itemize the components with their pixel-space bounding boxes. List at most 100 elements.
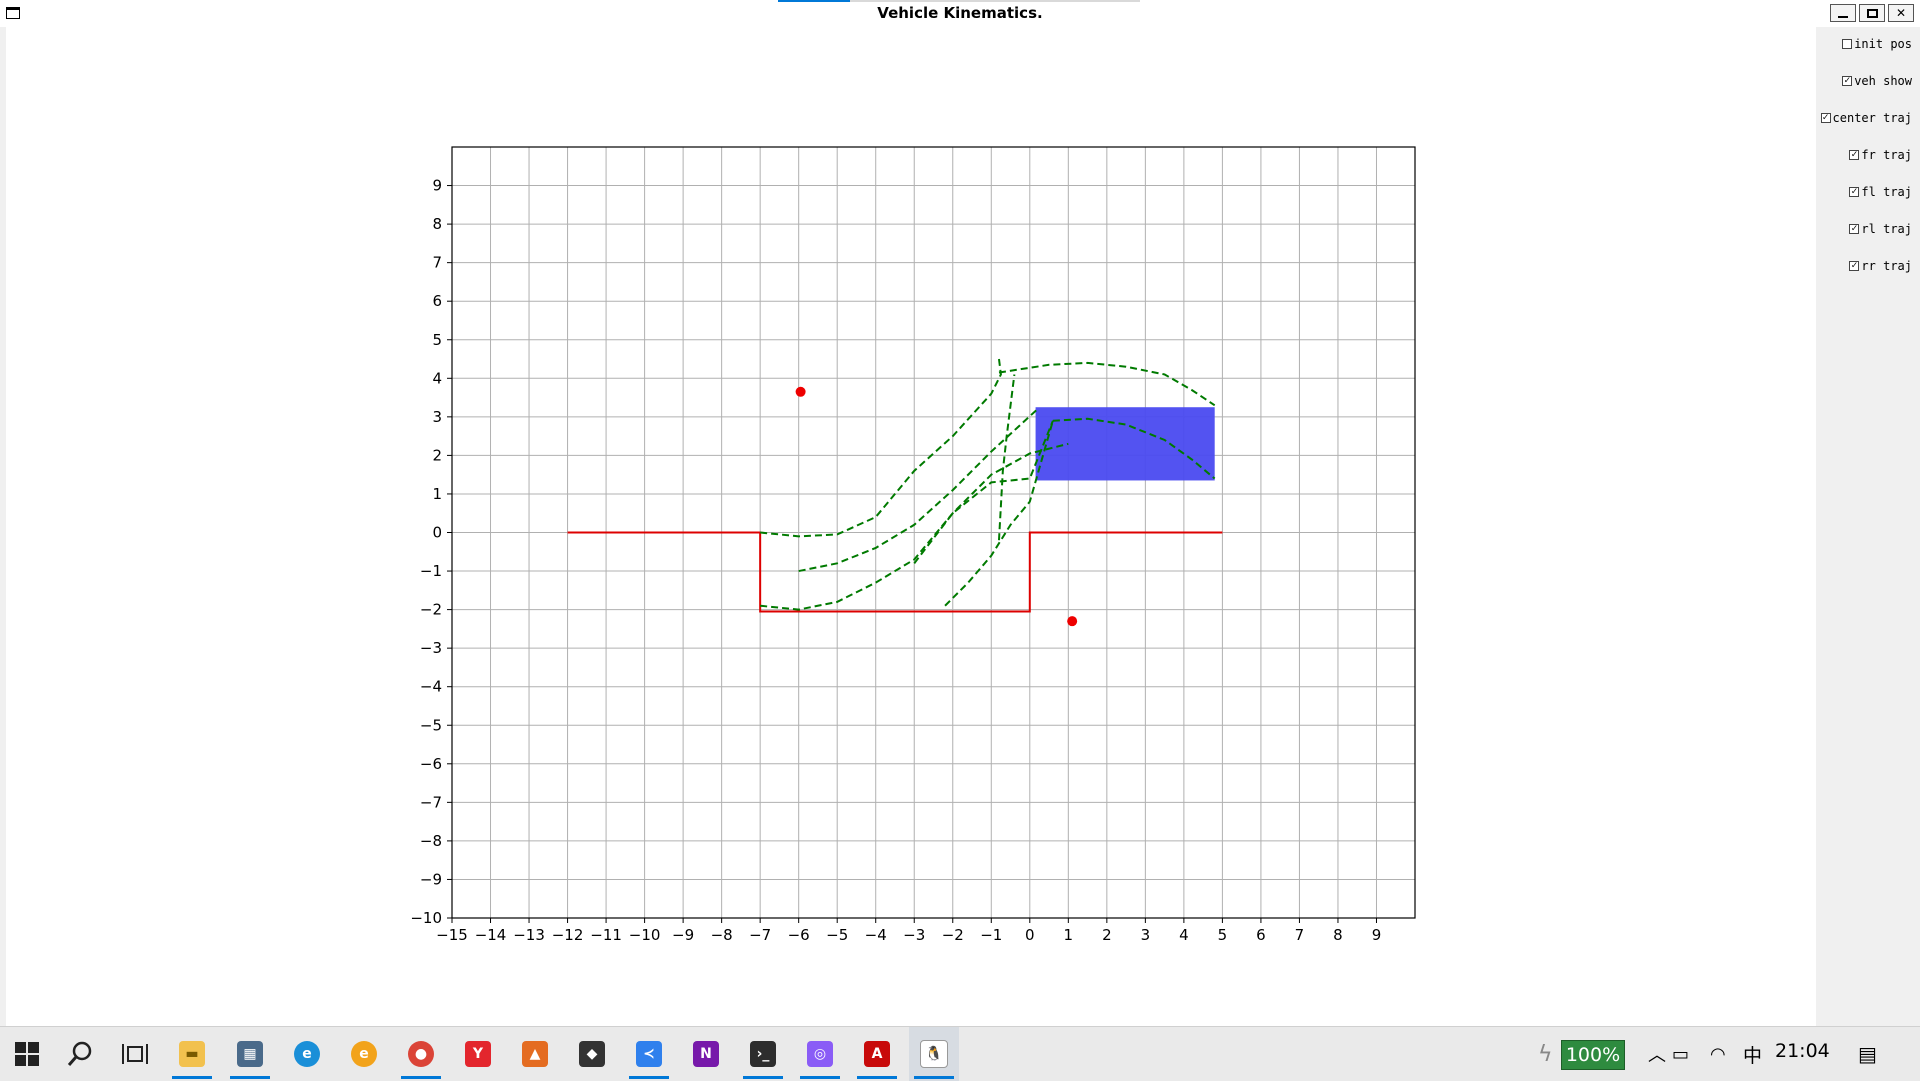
- y-tick-label: −6: [420, 755, 442, 773]
- window-icon[interactable]: [6, 7, 20, 19]
- titlebar-accent: [778, 0, 850, 2]
- minimize-button[interactable]: [1830, 4, 1856, 22]
- y-tick-label: −3: [420, 639, 442, 657]
- taskbar-app-terminal[interactable]: ›_: [738, 1027, 788, 1081]
- onenote-icon: N: [693, 1041, 719, 1067]
- checkbox-box[interactable]: ✓: [1849, 186, 1860, 197]
- window-frame-left: [0, 27, 6, 1026]
- taskbar-app-onenote[interactable]: N: [681, 1027, 731, 1081]
- x-tick-label: 5: [1218, 926, 1228, 944]
- x-tick-label: 9: [1372, 926, 1382, 944]
- titlebar-accent-secondary: [850, 0, 1140, 2]
- x-tick-label: −7: [749, 926, 771, 944]
- running-indicator: [401, 1076, 441, 1079]
- checkbox-label: fr traj: [1861, 148, 1912, 162]
- y-tick-label: −4: [420, 678, 442, 696]
- show-hidden-icons-button[interactable]: ︿: [1648, 1027, 1666, 1081]
- matlab-icon: ▲: [522, 1041, 548, 1067]
- checkbox-rl-traj[interactable]: ✓ rl traj: [1849, 222, 1912, 236]
- battery-tray-icon[interactable]: ▭: [1672, 1027, 1689, 1081]
- checkbox-box[interactable]: ✓: [1849, 149, 1860, 160]
- search-button[interactable]: [55, 1027, 105, 1081]
- taskbar-app-edge[interactable]: e: [282, 1027, 332, 1081]
- parking-boundary-line: [567, 531, 1223, 613]
- clock[interactable]: 21:04: [1775, 1040, 1830, 1062]
- running-indicator: [800, 1076, 840, 1079]
- running-indicator: [172, 1076, 212, 1079]
- kinematics-plot[interactable]: −15 −14 −13 −12 −11 −10 −9 −8 −7 −6 −5 −4 −3 −2 −1 0 1 2 3…: [6, 27, 1816, 1026]
- trajectory-line: [997, 374, 1016, 541]
- y-tick-label: −2: [420, 601, 442, 619]
- trajectory-line: [944, 420, 1054, 607]
- taskbar-app-edge-beta[interactable]: e: [339, 1027, 389, 1081]
- checkbox-center-traj[interactable]: ✓ center traj: [1820, 111, 1912, 125]
- file-explorer-icon: ▬: [179, 1041, 205, 1067]
- wifi-icon: ◠: [1710, 1043, 1726, 1065]
- gitkraken-icon: ◆: [579, 1041, 605, 1067]
- maximize-button[interactable]: [1859, 4, 1885, 22]
- minimize-icon: [1838, 16, 1848, 18]
- taskbar-app-chrome[interactable]: ●: [396, 1027, 446, 1081]
- chevron-up-icon: ︿: [1648, 1045, 1666, 1066]
- series-layer: [567, 358, 1223, 613]
- checkbox-box[interactable]: ✓: [1849, 223, 1860, 234]
- y-tick-label: 6: [432, 292, 442, 310]
- youdao-icon: Y: [465, 1041, 491, 1067]
- task-view-button[interactable]: [110, 1027, 160, 1081]
- taskbar-app-snipaste[interactable]: ◎: [795, 1027, 845, 1081]
- search-icon: [67, 1041, 92, 1066]
- notification-center-button[interactable]: ▤: [1858, 1027, 1877, 1081]
- checkbox-init-pos[interactable]: init pos: [1842, 37, 1912, 51]
- x-tick-label: −5: [826, 926, 848, 944]
- taskbar-app-vehicle-kinematics[interactable]: 🐧: [909, 1027, 959, 1081]
- checkbox-box[interactable]: ✓: [1820, 112, 1831, 123]
- taskbar-app-vscode[interactable]: ≺: [624, 1027, 674, 1081]
- vehicle-layer: [1035, 407, 1215, 481]
- checkbox-label: init pos: [1854, 37, 1912, 51]
- window-titlebar[interactable]: Vehicle Kinematics. ✕: [0, 0, 1920, 28]
- taskbar-app-matlab[interactable]: ▲: [510, 1027, 560, 1081]
- x-tick-label: −11: [590, 926, 622, 944]
- x-tick-label: 6: [1256, 926, 1266, 944]
- x-tick-label: 1: [1064, 926, 1074, 944]
- y-tick-label: 4: [432, 369, 442, 387]
- start-button[interactable]: [2, 1027, 52, 1081]
- battery-icon: ▭: [1672, 1043, 1690, 1065]
- wifi-tray-icon[interactable]: ◠: [1710, 1027, 1726, 1081]
- ime-indicator[interactable]: 中: [1743, 1027, 1762, 1081]
- checkbox-label: fl traj: [1861, 185, 1912, 199]
- checkbox-box[interactable]: [1842, 39, 1853, 49]
- checkbox-veh-show[interactable]: ✓ veh show: [1842, 74, 1912, 88]
- checkbox-fl-traj[interactable]: ✓ fl traj: [1849, 185, 1912, 199]
- y-tick-label: 5: [432, 331, 442, 349]
- x-tick-label: 3: [1141, 926, 1151, 944]
- tick-layer: −15 −14 −13 −12 −11 −10 −9 −8 −7 −6 −5 −4 −3 −2 −1 0 1 2 3…: [410, 177, 1381, 944]
- checkbox-fr-traj[interactable]: ✓ fr traj: [1849, 148, 1912, 162]
- edge-icon: e: [294, 1041, 320, 1067]
- task-view-icon: [122, 1044, 148, 1064]
- x-tick-label: −6: [788, 926, 810, 944]
- plot-canvas[interactable]: −15 −14 −13 −12 −11 −10 −9 −8 −7 −6 −5 −4 −3 −2 −1 0 1 2 3…: [6, 27, 1816, 1026]
- options-panel: init pos ✓ veh show ✓ center traj ✓ fr traj…: [1816, 27, 1920, 1026]
- checkbox-rr-traj[interactable]: ✓ rr traj: [1849, 259, 1912, 273]
- close-icon: ✕: [1895, 6, 1907, 20]
- taskbar-app-calculator[interactable]: ▦: [225, 1027, 275, 1081]
- trajectory-line: [998, 361, 1216, 407]
- taskbar-app-acrobat[interactable]: A: [852, 1027, 902, 1081]
- close-button[interactable]: ✕: [1888, 4, 1914, 22]
- x-tick-label: 7: [1295, 926, 1305, 944]
- marker-point: [1067, 616, 1078, 627]
- x-tick-label: 0: [1025, 926, 1035, 944]
- battery-percentage[interactable]: 100%: [1561, 1040, 1625, 1070]
- power-tray-icon[interactable]: ϟ: [1538, 1027, 1553, 1081]
- checkbox-box[interactable]: ✓: [1849, 260, 1860, 271]
- y-tick-label: 0: [432, 524, 442, 542]
- trajectory-line: [760, 442, 1069, 611]
- running-indicator: [230, 1076, 270, 1079]
- checkbox-box[interactable]: ✓: [1842, 75, 1853, 86]
- taskbar-app-file-explorer[interactable]: ▬: [167, 1027, 217, 1081]
- checkbox-label: rr traj: [1861, 259, 1912, 273]
- taskbar-app-youdao[interactable]: Y: [453, 1027, 503, 1081]
- taskbar-app-gitkraken[interactable]: ◆: [567, 1027, 617, 1081]
- y-tick-label: 1: [432, 485, 442, 503]
